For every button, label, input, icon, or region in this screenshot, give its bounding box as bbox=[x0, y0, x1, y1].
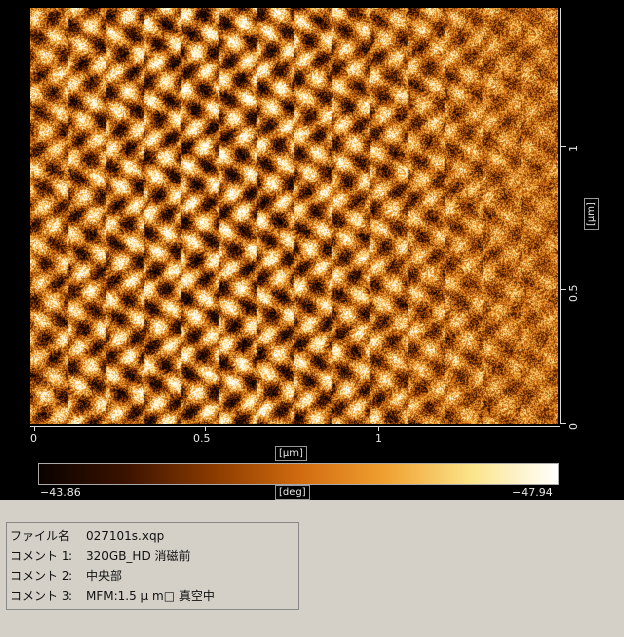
y-tick-mark bbox=[560, 289, 566, 290]
y-tick-mark bbox=[560, 146, 566, 147]
x-tick-mark bbox=[378, 426, 379, 431]
info-value: 中央部 bbox=[86, 569, 123, 583]
y-tick-label: 0.5 bbox=[567, 284, 580, 303]
info-key: コメント 1 bbox=[10, 549, 70, 563]
x-tick-mark bbox=[34, 426, 35, 431]
colorbar-unit: [deg] bbox=[275, 485, 310, 500]
y-axis-line bbox=[560, 8, 561, 424]
x-tick-label: 1 bbox=[375, 432, 382, 445]
x-axis-unit: [μm] bbox=[275, 446, 307, 461]
file-info-box: ファイル名 027101s.xqp コメント 1: 320GB_HD 消磁前 コメン… bbox=[6, 522, 299, 610]
info-separator: : bbox=[68, 569, 73, 583]
colorbar-min-label: −43.86 bbox=[40, 486, 81, 499]
colorbar-max-label: −47.94 bbox=[512, 486, 553, 499]
x-axis-line bbox=[30, 426, 560, 427]
y-axis-unit: [μm] bbox=[584, 198, 599, 230]
info-row-filename: ファイル名 027101s.xqp bbox=[10, 527, 164, 544]
y-tick-mark bbox=[560, 423, 566, 424]
info-value: 320GB_HD 消磁前 bbox=[86, 549, 191, 563]
info-value: 027101s.xqp bbox=[86, 529, 165, 543]
info-row-comment-1: コメント 1: 320GB_HD 消磁前 bbox=[10, 547, 191, 564]
x-tick-label: 0.5 bbox=[193, 432, 211, 445]
mfm-image-viewer: 0 0.5 1 [μm] 0 0.5 1 [μm] −43.86 [deg] −… bbox=[30, 8, 599, 500]
info-separator: : bbox=[68, 589, 73, 603]
info-separator: : bbox=[68, 549, 73, 563]
color-scale-bar bbox=[38, 463, 559, 485]
x-tick-mark bbox=[205, 426, 206, 431]
info-key: コメント 3 bbox=[10, 589, 70, 603]
mfm-phase-image bbox=[30, 8, 558, 424]
info-row-comment-3: コメント 3: MFM:1.5 μ m□ 真空中 bbox=[10, 587, 215, 604]
info-row-comment-2: コメント 2: 中央部 bbox=[10, 567, 122, 584]
x-tick-label: 0 bbox=[30, 432, 37, 445]
y-tick-label: 0 bbox=[567, 423, 580, 430]
info-value: MFM:1.5 μ m□ 真空中 bbox=[86, 589, 215, 603]
info-key: ファイル名 bbox=[10, 529, 71, 543]
y-tick-label: 1 bbox=[567, 145, 580, 152]
info-key: コメント 2 bbox=[10, 569, 70, 583]
file-info-panel: ファイル名 027101s.xqp コメント 1: 320GB_HD 消磁前 コメン… bbox=[0, 500, 624, 637]
